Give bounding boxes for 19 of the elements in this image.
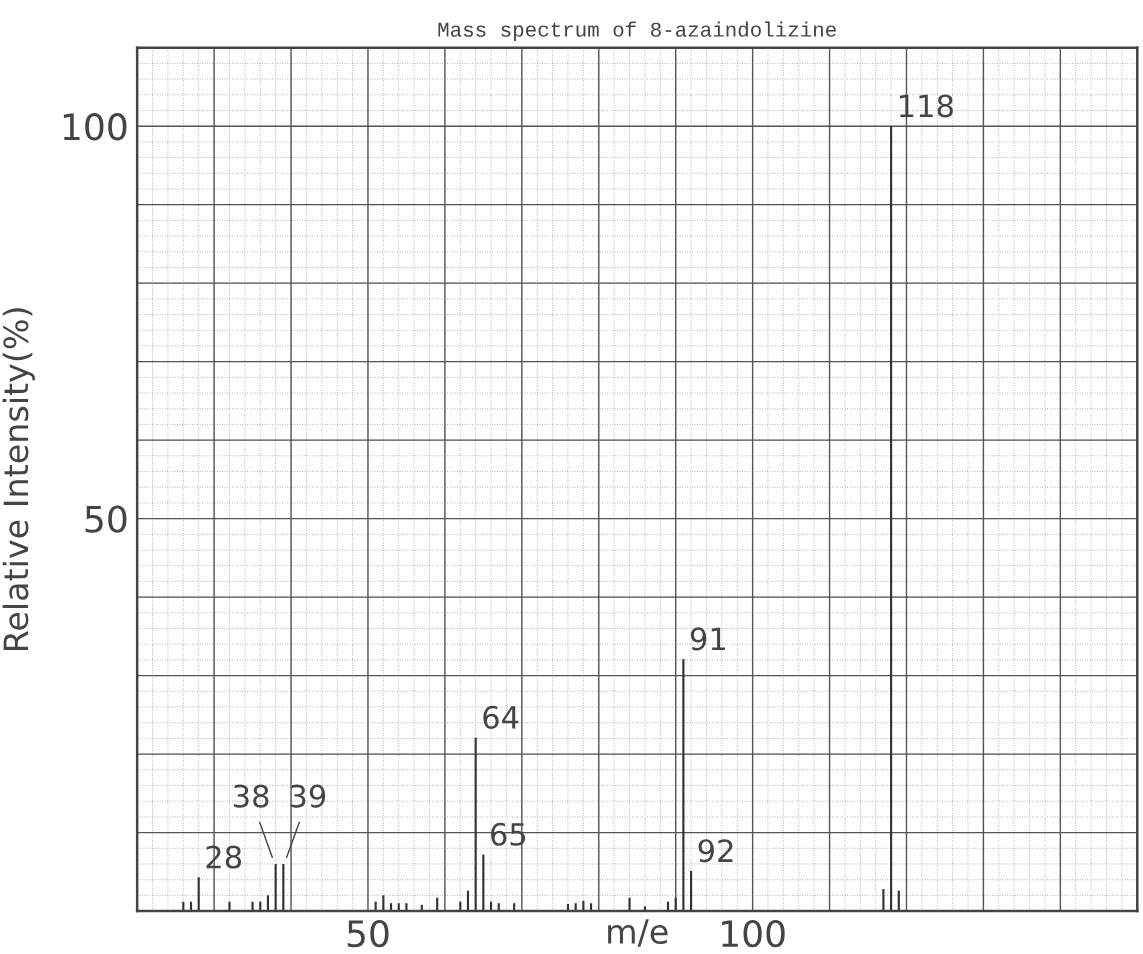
bar [197, 877, 200, 912]
bar [482, 854, 485, 912]
bar [274, 863, 277, 912]
bar [405, 903, 408, 912]
bar [251, 901, 254, 912]
bar [890, 126, 893, 912]
bar [628, 897, 631, 912]
annotation: 91 [690, 627, 725, 651]
chart-title: Mass spectrum of 8-azaindolizine [438, 21, 836, 41]
y-axis-title: Relative Intensity(%) [2, 308, 35, 651]
bar [282, 863, 285, 912]
bar [228, 901, 231, 912]
annotation: 92 [698, 839, 733, 863]
annotation: 38 [234, 784, 269, 808]
bar [474, 737, 477, 912]
bar [682, 659, 685, 912]
annotation: 64 [483, 705, 519, 729]
x-axis-title: m/e [608, 919, 668, 947]
bar [690, 871, 693, 912]
